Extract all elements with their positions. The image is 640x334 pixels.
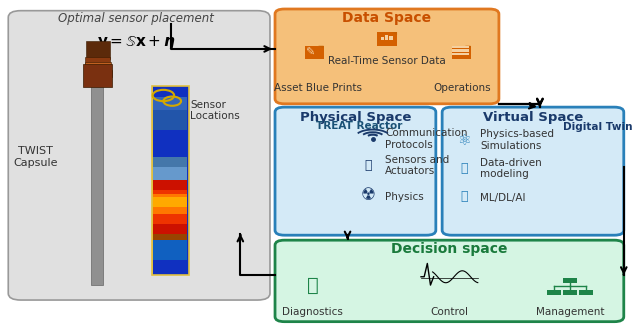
Bar xyxy=(154,233,188,250)
Bar xyxy=(154,240,188,260)
Text: Communication
Protocols: Communication Protocols xyxy=(385,128,468,150)
FancyBboxPatch shape xyxy=(275,240,624,322)
Text: Sensor
Locations: Sensor Locations xyxy=(190,100,239,121)
Bar xyxy=(381,37,384,40)
Text: ML/DL/AI: ML/DL/AI xyxy=(480,193,525,203)
Bar xyxy=(152,86,189,275)
Bar xyxy=(154,180,188,240)
Bar xyxy=(563,290,577,295)
FancyBboxPatch shape xyxy=(275,9,499,104)
Text: Operations: Operations xyxy=(433,83,491,93)
Bar xyxy=(86,41,110,59)
FancyBboxPatch shape xyxy=(442,107,624,235)
Bar xyxy=(452,46,468,48)
Polygon shape xyxy=(465,46,470,48)
Text: TWIST
Capsule: TWIST Capsule xyxy=(13,146,58,168)
Bar xyxy=(385,35,388,40)
Bar xyxy=(152,86,154,275)
Bar xyxy=(154,167,188,180)
Bar xyxy=(85,57,111,64)
Text: Optimal sensor placement: Optimal sensor placement xyxy=(58,12,214,25)
Bar xyxy=(154,111,188,130)
Text: Physics-based
Simulations: Physics-based Simulations xyxy=(480,129,554,151)
FancyBboxPatch shape xyxy=(275,107,436,235)
Text: Management: Management xyxy=(536,307,604,317)
Bar xyxy=(154,197,188,207)
Bar xyxy=(83,64,112,87)
Text: Physics: Physics xyxy=(385,192,424,202)
FancyBboxPatch shape xyxy=(377,32,397,46)
Bar xyxy=(452,52,468,55)
Text: Diagnostics: Diagnostics xyxy=(282,307,343,317)
FancyBboxPatch shape xyxy=(452,46,470,59)
Text: ✎: ✎ xyxy=(305,47,314,57)
Text: Digital Twin: Digital Twin xyxy=(563,122,632,132)
Bar xyxy=(84,70,112,77)
Polygon shape xyxy=(392,32,397,35)
Text: $\mathbf{y} = \mathbb{S}\mathbf{x} + \boldsymbol{\eta}$: $\mathbf{y} = \mathbb{S}\mathbf{x} + \bo… xyxy=(97,34,176,51)
Text: Decision space: Decision space xyxy=(391,242,508,257)
Bar xyxy=(547,290,561,295)
Text: 🤖: 🤖 xyxy=(460,190,468,203)
Polygon shape xyxy=(318,46,324,48)
Text: TREAT Reactor: TREAT Reactor xyxy=(316,122,403,131)
FancyBboxPatch shape xyxy=(8,11,270,300)
Text: ⚛: ⚛ xyxy=(458,133,471,148)
Text: Data-driven
modeling: Data-driven modeling xyxy=(480,158,541,179)
Bar xyxy=(154,130,188,157)
Text: Data Space: Data Space xyxy=(342,11,431,25)
Text: ☢: ☢ xyxy=(361,186,376,204)
Text: 📈: 📈 xyxy=(460,162,468,175)
Bar xyxy=(154,157,188,167)
FancyBboxPatch shape xyxy=(305,46,324,59)
Text: Virtual Space: Virtual Space xyxy=(483,111,583,124)
Bar xyxy=(579,290,593,295)
Bar xyxy=(452,49,468,51)
Text: 🔍: 🔍 xyxy=(307,276,319,295)
Text: Real-Time Sensor Data: Real-Time Sensor Data xyxy=(328,55,446,65)
Text: 📡: 📡 xyxy=(365,159,372,172)
Text: Asset Blue Prints: Asset Blue Prints xyxy=(274,83,362,93)
Bar xyxy=(563,278,577,283)
Bar xyxy=(154,194,188,213)
Text: Sensors and
Actuators: Sensors and Actuators xyxy=(385,155,450,176)
Bar xyxy=(154,97,188,111)
Bar xyxy=(91,59,104,285)
Bar xyxy=(84,62,111,70)
Text: Physical Space: Physical Space xyxy=(300,111,411,124)
Bar xyxy=(154,190,188,223)
Text: Control: Control xyxy=(430,307,468,317)
Bar xyxy=(390,36,393,40)
